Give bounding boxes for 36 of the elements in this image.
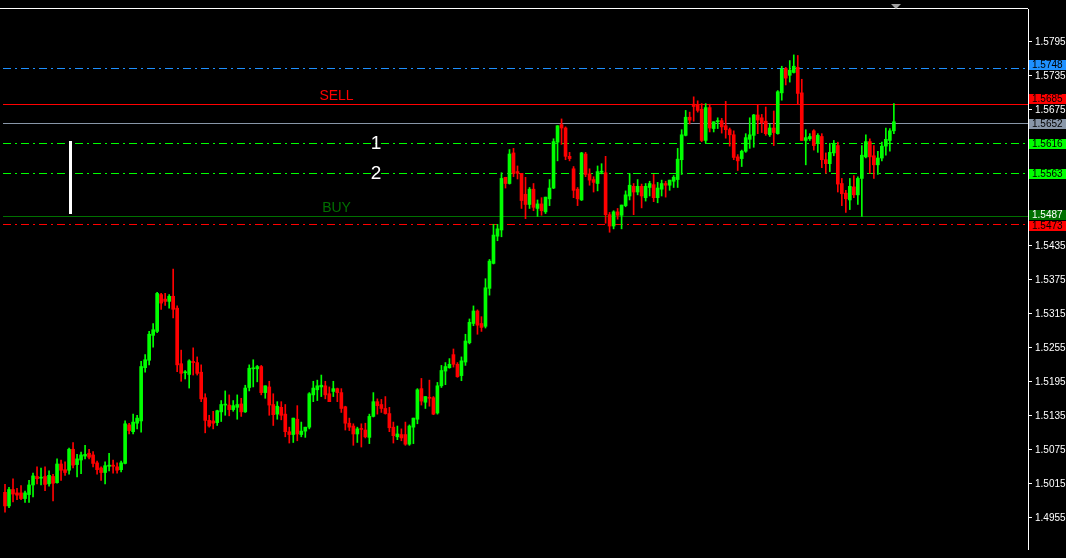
candlestick	[715, 117, 720, 129]
y-tick-label: 1.5795	[1035, 35, 1066, 47]
y-tick-label: 1.5015	[1035, 477, 1066, 489]
candlestick	[331, 380, 336, 397]
candlestick	[235, 394, 240, 420]
candlestick	[35, 466, 39, 485]
y-tick-label: 1.4955	[1035, 511, 1066, 523]
annotation: 1	[370, 131, 382, 153]
y-tick-label: 1.5075	[1035, 443, 1066, 455]
candlestick	[11, 478, 15, 503]
ref-line-label: 1.5473	[1032, 220, 1064, 232]
y-tick-label: 1.5435	[1035, 239, 1066, 251]
ref-line-label: 1.5616	[1032, 138, 1064, 150]
ref-line-label: 1.5685	[1032, 93, 1064, 105]
ref-line-label: 1.5563	[1032, 168, 1064, 180]
y-tick-label: 1.5195	[1035, 375, 1066, 387]
candlestick	[315, 379, 320, 401]
annotation: 2	[370, 161, 382, 183]
y-tick-label: 1.5135	[1035, 409, 1066, 421]
y-tick-label: 1.5315	[1035, 307, 1066, 319]
ref-line-label: 1.5487	[1032, 209, 1064, 221]
annotation: SELL	[319, 87, 354, 104]
candlestick	[39, 467, 43, 486]
candlestick	[163, 293, 167, 306]
candlestick	[111, 459, 115, 474]
y-tick-label: 1.5255	[1035, 341, 1066, 353]
candlestick	[251, 359, 256, 388]
y-tick-label: 1.5375	[1035, 273, 1066, 285]
candlestick	[107, 452, 111, 472]
ref-line-label: 1.5748	[1032, 59, 1064, 71]
annotation: BUY	[322, 199, 352, 216]
y-tick-label: 1.5675	[1035, 103, 1066, 115]
candlestick	[211, 410, 216, 430]
y-tick-label: 1.5735	[1035, 69, 1066, 81]
candlestick	[771, 110, 776, 146]
ref-line-label: 1.5652	[1032, 118, 1064, 130]
